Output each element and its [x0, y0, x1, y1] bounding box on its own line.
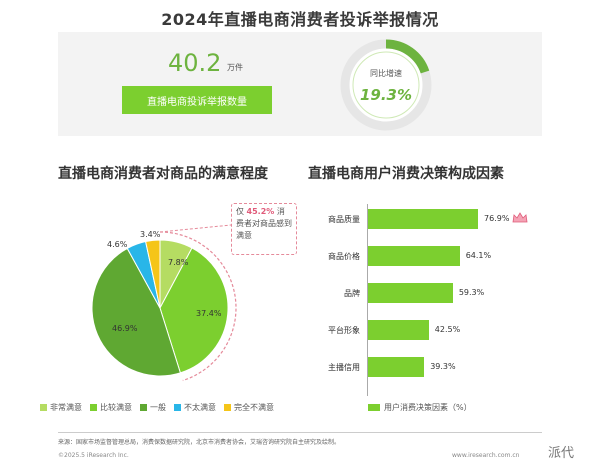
- bar-category-label: 主播信用: [328, 363, 360, 372]
- bar-category-label: 品牌: [344, 289, 360, 298]
- bar-series-name: 用户消费决策因素（%）: [384, 403, 472, 412]
- crown-icon: [512, 212, 528, 223]
- growth-value: 19.3%: [359, 86, 413, 104]
- pie-label-yellow: 3.4%: [140, 230, 161, 239]
- note-highlight: 45.2%: [246, 207, 275, 216]
- complaint-unit: 万件: [227, 63, 243, 72]
- bar: [368, 357, 425, 377]
- legend-label: 完全不满意: [234, 403, 274, 412]
- legend-item: 不太满意: [174, 402, 216, 413]
- pie-label-green: 37.4%: [196, 309, 222, 318]
- legend-item: 完全不满意: [224, 402, 274, 413]
- note-connector: [159, 224, 232, 233]
- watermark: 派代: [548, 446, 575, 461]
- satisfaction-title: 直播电商消费者对商品的满意程度: [58, 166, 268, 182]
- pie-label-dark: 46.9%: [112, 324, 138, 333]
- bar-category-label: 商品质量: [328, 215, 360, 224]
- legend-label: 不太满意: [184, 403, 216, 412]
- legend-swatch: [90, 404, 97, 411]
- legend-label: 一般: [150, 403, 166, 412]
- complaint-count: 40.2: [168, 49, 222, 77]
- legend-label: 比较满意: [100, 403, 132, 412]
- bar: [368, 246, 460, 266]
- bar-value-label: 64.1%: [465, 251, 492, 260]
- legend-item: 比较满意: [90, 402, 132, 413]
- bar-legend: 用户消费决策因素（%）: [368, 402, 472, 413]
- growth-ring: [340, 39, 432, 131]
- decision-factor-title: 直播电商用户消费决策构成因素: [308, 166, 504, 182]
- pie-slice: [159, 247, 229, 374]
- bar: [368, 320, 429, 340]
- pie-legend: 非常满意 比较满意 一般 不太满意 完全不满意: [40, 402, 274, 413]
- note-prefix: 仅: [236, 207, 244, 216]
- bar: [368, 209, 478, 229]
- satisfied-arc: [159, 231, 237, 382]
- pie-label-cyan: 4.6%: [107, 240, 128, 249]
- growth-label: 同比增速: [370, 69, 402, 78]
- legend-swatch: [224, 404, 231, 411]
- bar-category-label: 平台形象: [328, 326, 360, 335]
- note-rest: 消费者对商品感到满意: [236, 207, 292, 240]
- legend-swatch: [368, 404, 380, 411]
- legend-swatch: [140, 404, 147, 411]
- website: www.iresearch.com.cn: [452, 452, 520, 459]
- bar-value-label: 59.3%: [458, 288, 485, 297]
- legend-item: 一般: [140, 402, 166, 413]
- legend-swatch: [174, 404, 181, 411]
- bar-category-label: 商品价格: [328, 252, 360, 261]
- bar-axis: [367, 204, 368, 396]
- bar-value-label: 39.3%: [430, 362, 456, 371]
- source-note: 来源：国家市场监督管理总局，消费保数据研究院，北京市消费者协会，艾瑞咨询研究院自…: [58, 439, 341, 446]
- copyright: ©2025.5 iResearch Inc.: [58, 452, 129, 459]
- complaint-label: 直播电商投诉举报数量: [122, 86, 272, 114]
- bar: [368, 283, 453, 303]
- legend-label: 非常满意: [50, 403, 82, 412]
- pie-label-light: 7.8%: [168, 258, 189, 267]
- legend-item: 非常满意: [40, 402, 82, 413]
- legend-swatch: [40, 404, 47, 411]
- kpi-panel: [58, 32, 542, 136]
- bar-value-label: 42.5%: [434, 325, 461, 334]
- pie-slice: [145, 239, 161, 309]
- pie-slice: [91, 247, 182, 377]
- satisfaction-note: 仅 45.2% 消费者对商品感到满意: [231, 203, 297, 255]
- page-title: 2024年直播电商消费者投诉举报情况: [161, 10, 439, 29]
- bar-value-label: 76.9%: [484, 214, 510, 223]
- footer-divider: [58, 432, 542, 433]
